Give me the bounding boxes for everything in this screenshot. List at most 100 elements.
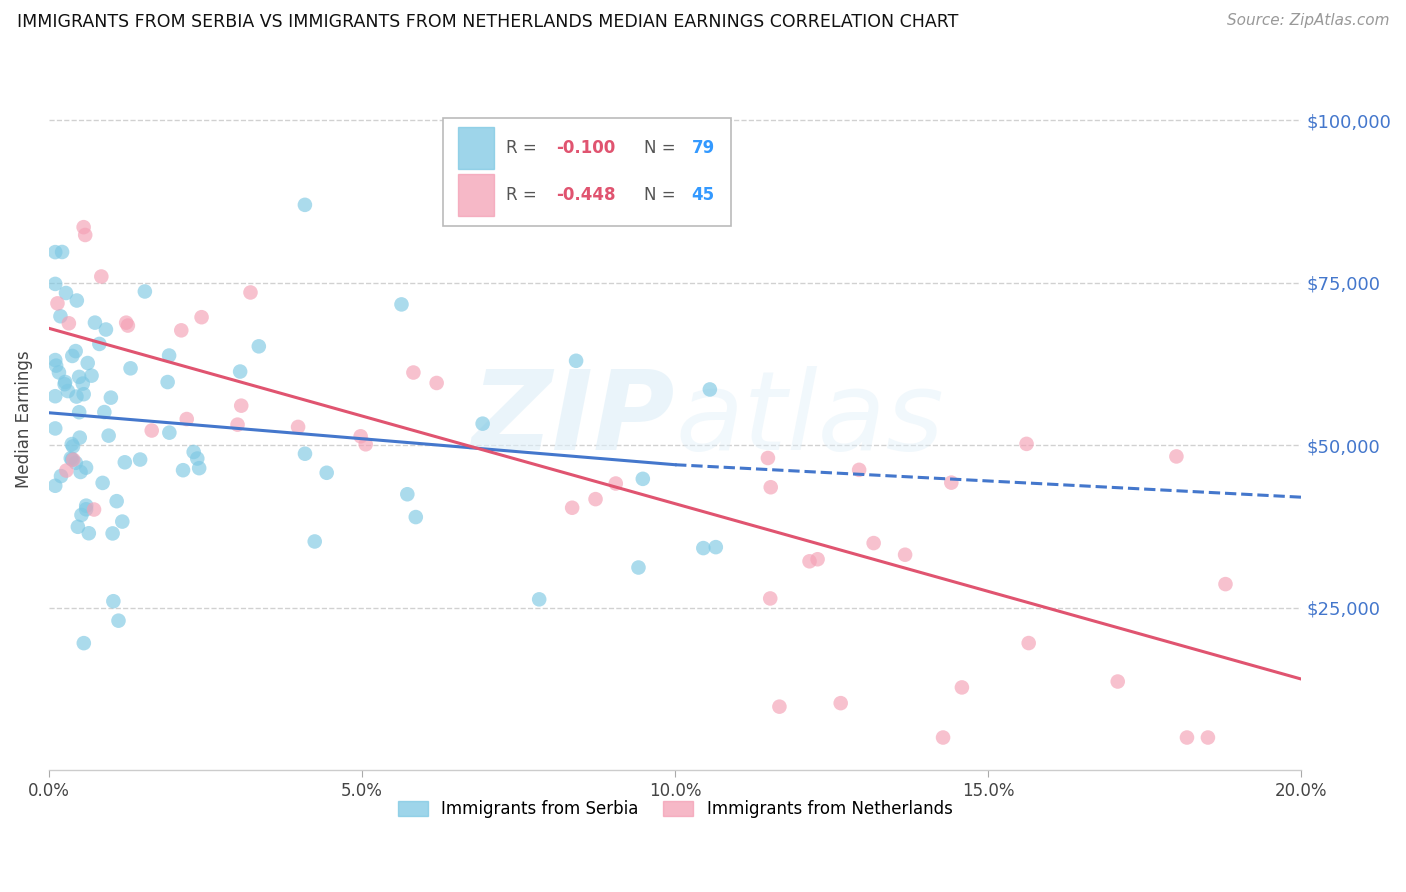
Point <box>157 425 180 440</box>
Point <box>58 316 80 330</box>
Point <box>66 520 89 534</box>
Point <box>1107 674 1129 689</box>
Point <box>62 452 84 467</box>
Point <box>527 592 550 607</box>
Point <box>75 499 97 513</box>
Point <box>129 452 152 467</box>
Point <box>405 510 427 524</box>
Point <box>1015 437 1038 451</box>
Point <box>759 591 782 606</box>
Point <box>75 227 97 242</box>
Point <box>44 389 66 403</box>
Point <box>176 412 198 426</box>
Point <box>75 460 97 475</box>
Point <box>76 356 98 370</box>
Text: Source: ZipAtlas.com: Source: ZipAtlas.com <box>1226 13 1389 29</box>
Point <box>89 337 111 351</box>
Point <box>692 541 714 555</box>
Point <box>69 431 91 445</box>
Point <box>768 699 790 714</box>
Point <box>84 316 107 330</box>
Legend: Immigrants from Serbia, Immigrants from Netherlands: Immigrants from Serbia, Immigrants from … <box>391 794 959 825</box>
Text: N =: N = <box>644 186 681 203</box>
Text: IMMIGRANTS FROM SERBIA VS IMMIGRANTS FROM NETHERLANDS MEDIAN EARNINGS CORRELATIO: IMMIGRANTS FROM SERBIA VS IMMIGRANTS FRO… <box>17 13 959 31</box>
Y-axis label: Median Earnings: Median Earnings <box>15 351 32 488</box>
Point <box>471 417 494 431</box>
Point <box>69 465 91 479</box>
Point <box>107 614 129 628</box>
Point <box>704 540 727 554</box>
Point <box>627 560 650 574</box>
Point <box>631 472 654 486</box>
Point <box>941 475 963 490</box>
Point <box>56 384 79 398</box>
Point <box>894 548 917 562</box>
Point <box>97 428 120 442</box>
Point <box>59 451 82 466</box>
Point <box>315 466 337 480</box>
Point <box>70 508 93 522</box>
Point <box>396 487 419 501</box>
Point <box>426 376 449 390</box>
Point <box>77 526 100 541</box>
Point <box>53 375 76 389</box>
Bar <box>458 174 494 216</box>
Point <box>44 353 66 368</box>
Point <box>55 464 77 478</box>
Text: 45: 45 <box>692 186 714 203</box>
Point <box>67 370 90 384</box>
Point <box>605 476 627 491</box>
FancyBboxPatch shape <box>443 118 731 227</box>
Point <box>239 285 262 300</box>
Point <box>93 405 115 419</box>
Point <box>44 479 66 493</box>
Point <box>134 285 156 299</box>
Point <box>830 696 852 710</box>
Point <box>157 349 180 363</box>
Text: ZIP: ZIP <box>471 366 675 473</box>
Point <box>1166 450 1188 464</box>
Point <box>114 455 136 469</box>
Point <box>60 452 83 467</box>
Point <box>848 463 870 477</box>
Text: R =: R = <box>506 186 543 203</box>
Point <box>349 429 371 443</box>
Point <box>65 390 87 404</box>
Point <box>91 475 114 490</box>
Point <box>1175 731 1198 745</box>
Point <box>53 377 76 392</box>
Point <box>170 323 193 337</box>
Point <box>354 437 377 451</box>
Point <box>66 293 89 308</box>
Text: N =: N = <box>644 139 681 157</box>
Point <box>229 365 252 379</box>
Point <box>950 681 973 695</box>
Point <box>183 445 205 459</box>
Point <box>45 359 67 373</box>
Text: R =: R = <box>506 139 543 157</box>
Point <box>294 447 316 461</box>
Point <box>48 366 70 380</box>
Point <box>111 515 134 529</box>
Point <box>115 316 138 330</box>
Point <box>65 456 87 470</box>
Point <box>90 269 112 284</box>
Point <box>190 310 212 325</box>
Point <box>287 420 309 434</box>
Point <box>75 502 97 516</box>
Text: atlas: atlas <box>675 366 943 473</box>
Point <box>120 361 142 376</box>
Point <box>799 554 821 568</box>
Point <box>247 339 270 353</box>
Point <box>402 366 425 380</box>
Point <box>561 500 583 515</box>
Point <box>585 492 607 507</box>
Point <box>304 534 326 549</box>
Point <box>806 552 828 566</box>
Point <box>83 502 105 516</box>
Point <box>565 353 588 368</box>
Point <box>65 344 87 359</box>
Text: -0.100: -0.100 <box>557 139 616 157</box>
Point <box>73 387 96 401</box>
Point <box>80 368 103 383</box>
